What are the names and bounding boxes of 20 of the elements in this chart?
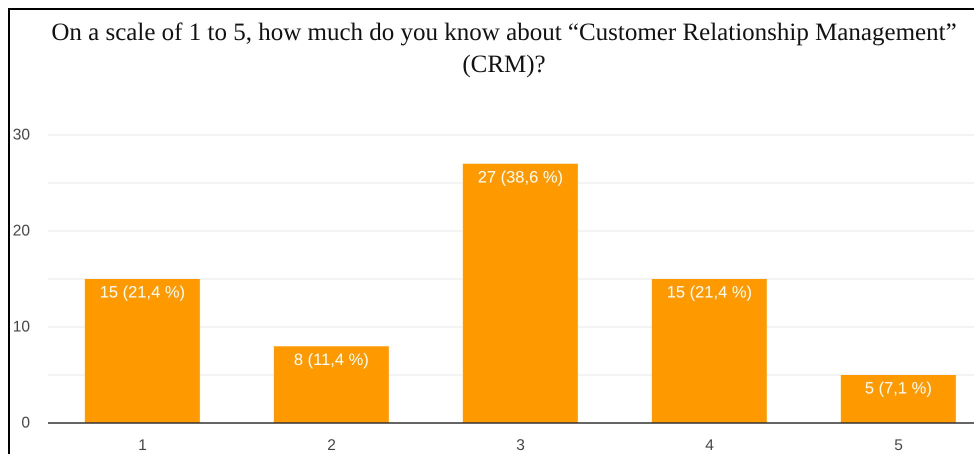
y-tick-label: 0 — [21, 414, 30, 432]
x-tick-label: 3 — [516, 437, 525, 454]
bar — [840, 375, 956, 423]
y-tick-label: 20 — [12, 222, 30, 240]
x-tick-label: 2 — [327, 437, 336, 454]
bar — [84, 279, 200, 423]
chart-title: On a scale of 1 to 5, how much do you know about “Customer Relationship Management” (CRM)? — [50, 18, 958, 80]
x-tick-label: 1 — [138, 437, 147, 454]
y-tick-label: 30 — [12, 126, 30, 144]
data-label: 15 (21,4 %) — [100, 284, 186, 302]
x-tick-label: 4 — [705, 437, 714, 454]
data-label: 5 (7,1 %) — [864, 380, 932, 398]
bar — [462, 164, 578, 423]
data-label: 8 (11,4 %) — [294, 350, 369, 369]
bar — [652, 279, 767, 423]
data-label: 15 (21,4 %) — [666, 284, 752, 302]
bar — [274, 346, 389, 423]
x-tick-label: 5 — [894, 437, 903, 454]
data-label: 27 (38,6 %) — [478, 168, 564, 187]
y-tick-label: 10 — [12, 318, 30, 336]
